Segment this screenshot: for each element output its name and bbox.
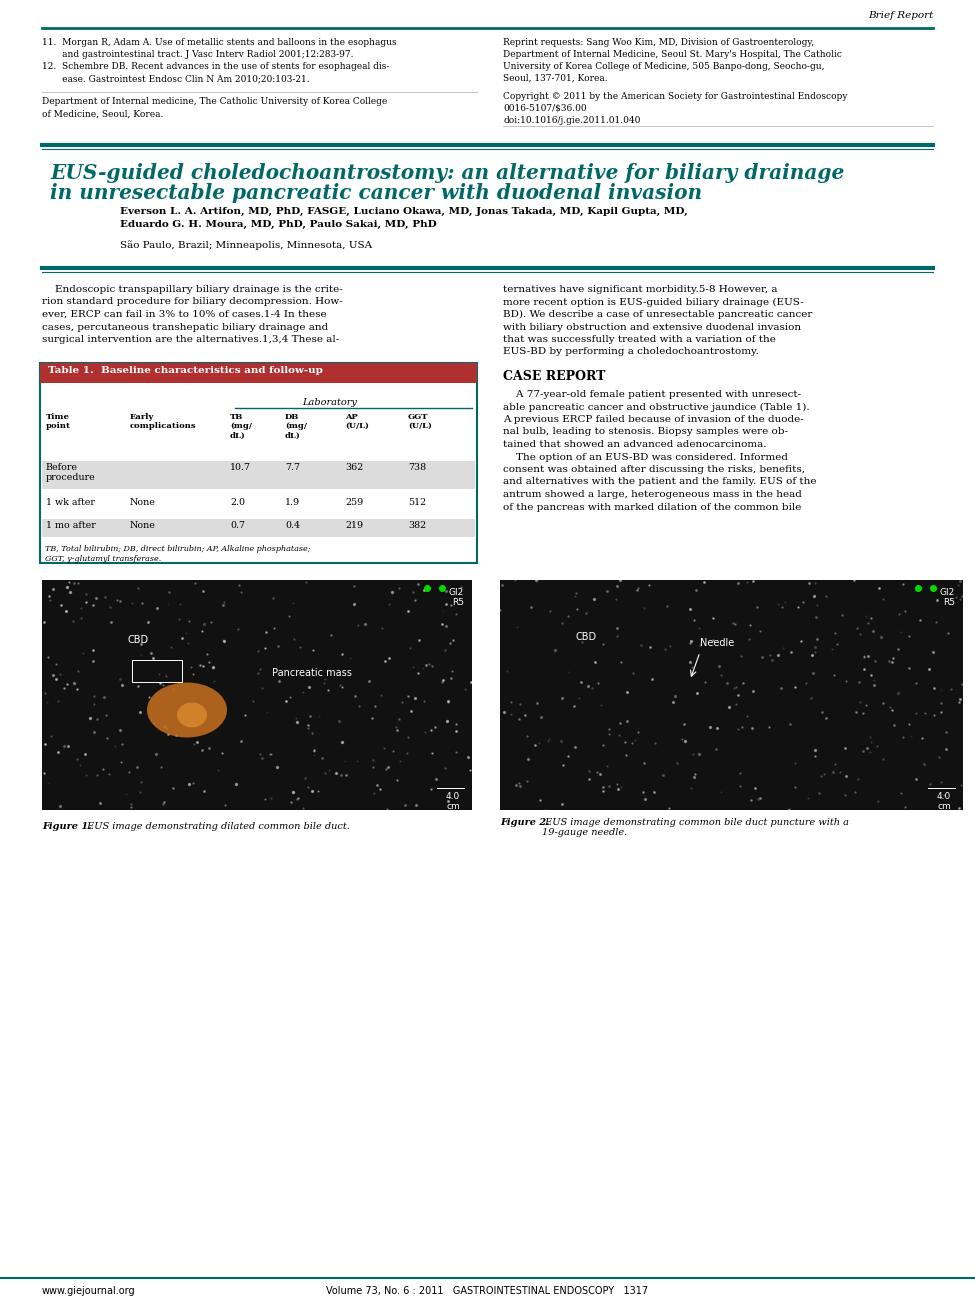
Text: CBD: CBD bbox=[575, 632, 596, 642]
Text: 10.7: 10.7 bbox=[230, 463, 251, 472]
Text: 0.4: 0.4 bbox=[285, 521, 300, 530]
Text: 0016-5107/$36.00: 0016-5107/$36.00 bbox=[503, 104, 587, 114]
Ellipse shape bbox=[177, 702, 207, 727]
Text: CBD: CBD bbox=[127, 636, 148, 645]
Text: 11.  Morgan R, Adam A. Use of metallic stents and balloons in the esophagus: 11. Morgan R, Adam A. Use of metallic st… bbox=[42, 38, 397, 47]
Text: 1 wk after: 1 wk after bbox=[46, 499, 95, 508]
Text: 219: 219 bbox=[345, 521, 363, 530]
Text: DB
(mg/
dL): DB (mg/ dL) bbox=[285, 412, 307, 440]
Bar bbox=[42, 519, 475, 536]
Text: EUS image demonstrating dilated common bile duct.: EUS image demonstrating dilated common b… bbox=[84, 822, 350, 831]
Text: doi:10.1016/j.gie.2011.01.040: doi:10.1016/j.gie.2011.01.040 bbox=[503, 116, 641, 125]
Bar bbox=[40, 363, 477, 382]
Bar bbox=[500, 579, 963, 810]
Text: www.giejournal.org: www.giejournal.org bbox=[42, 1285, 136, 1296]
Text: CASE REPORT: CASE REPORT bbox=[503, 371, 605, 382]
Text: Figure 2.: Figure 2. bbox=[500, 818, 550, 827]
Text: 4.0: 4.0 bbox=[937, 792, 951, 801]
Bar bbox=[42, 496, 475, 514]
Bar bbox=[40, 363, 477, 562]
Text: 738: 738 bbox=[408, 463, 426, 472]
Text: Before
procedure: Before procedure bbox=[46, 463, 96, 483]
Text: 2.0: 2.0 bbox=[230, 499, 245, 508]
Text: EUS image demonstrating common bile duct puncture with a
19-gauge needle.: EUS image demonstrating common bile duct… bbox=[542, 818, 849, 838]
Text: EUS-guided choledochoantrostomy: an alternative for biliary drainage: EUS-guided choledochoantrostomy: an alte… bbox=[50, 163, 844, 183]
Text: ternatives have significant morbidity.5-8 However, a: ternatives have significant morbidity.5-… bbox=[503, 284, 777, 294]
Text: AP
(U/L): AP (U/L) bbox=[345, 412, 369, 431]
Text: Laboratory: Laboratory bbox=[302, 398, 358, 407]
Text: and alternatives with the patient and the family. EUS of the: and alternatives with the patient and th… bbox=[503, 478, 816, 487]
Text: more recent option is EUS-guided biliary drainage (EUS-: more recent option is EUS-guided biliary… bbox=[503, 298, 803, 307]
Text: GI2: GI2 bbox=[940, 589, 955, 596]
Text: rion standard procedure for biliary decompression. How-: rion standard procedure for biliary deco… bbox=[42, 298, 343, 307]
Text: Endoscopic transpapillary biliary drainage is the crite-: Endoscopic transpapillary biliary draina… bbox=[42, 284, 343, 294]
Text: that was successfully treated with a variation of the: that was successfully treated with a var… bbox=[503, 335, 776, 345]
Text: GGT, γ-glutamyl transferase.: GGT, γ-glutamyl transferase. bbox=[45, 555, 161, 562]
Text: Figure 1.: Figure 1. bbox=[42, 822, 92, 831]
Text: Department of Internal Medicine, Seoul St. Mary's Hospital, The Catholic: Department of Internal Medicine, Seoul S… bbox=[503, 50, 841, 59]
Text: 362: 362 bbox=[345, 463, 364, 472]
Text: Seoul, 137-701, Korea.: Seoul, 137-701, Korea. bbox=[503, 74, 607, 84]
Text: consent was obtained after discussing the risks, benefits,: consent was obtained after discussing th… bbox=[503, 465, 805, 474]
Text: cases, percutaneous transhepatic biliary drainage and: cases, percutaneous transhepatic biliary… bbox=[42, 322, 329, 331]
Bar bbox=[132, 660, 182, 683]
Bar bbox=[42, 461, 475, 489]
Text: A previous ERCP failed because of invasion of the duode-: A previous ERCP failed because of invasi… bbox=[503, 415, 803, 424]
Text: ever, ERCP can fail in 3% to 10% of cases.1-4 In these: ever, ERCP can fail in 3% to 10% of case… bbox=[42, 311, 327, 318]
Text: cm: cm bbox=[447, 803, 460, 810]
Text: None: None bbox=[130, 499, 156, 508]
Text: University of Korea College of Medicine, 505 Banpo-dong, Seocho-gu,: University of Korea College of Medicine,… bbox=[503, 63, 825, 70]
Text: EUS-BD by performing a choledochoantrostomy.: EUS-BD by performing a choledochoantrost… bbox=[503, 347, 759, 356]
Text: and gastrointestinal tract. J Vasc Interv Radiol 2001;12:283-97.: and gastrointestinal tract. J Vasc Inter… bbox=[42, 50, 354, 59]
Text: The option of an EUS-BD was considered. Informed: The option of an EUS-BD was considered. … bbox=[503, 453, 788, 462]
Text: 0.7: 0.7 bbox=[230, 521, 245, 530]
Text: Volume 73, No. 6 : 2011   GASTROINTESTINAL ENDOSCOPY   1317: Volume 73, No. 6 : 2011 GASTROINTESTINAL… bbox=[326, 1285, 648, 1296]
Text: able pancreatic cancer and obstructive jaundice (Table 1).: able pancreatic cancer and obstructive j… bbox=[503, 402, 809, 411]
Text: Pancreatic mass: Pancreatic mass bbox=[272, 668, 352, 679]
Text: Department of Internal medicine, The Catholic University of Korea College
of Med: Department of Internal medicine, The Cat… bbox=[42, 97, 387, 119]
Text: of the pancreas with marked dilation of the common bile: of the pancreas with marked dilation of … bbox=[503, 502, 801, 512]
Text: cm: cm bbox=[937, 803, 951, 810]
Text: 7.7: 7.7 bbox=[285, 463, 300, 472]
Text: Early
complications: Early complications bbox=[130, 412, 197, 431]
Text: in unresectable pancreatic cancer with duodenal invasion: in unresectable pancreatic cancer with d… bbox=[50, 183, 702, 204]
Text: Brief Report: Brief Report bbox=[868, 10, 933, 20]
Text: None: None bbox=[130, 521, 156, 530]
Text: Needle: Needle bbox=[700, 638, 734, 649]
Bar bbox=[42, 579, 472, 810]
Text: Everson L. A. Artifon, MD, PhD, FASGE, Luciano Okawa, MD, Jonas Takada, MD, Kapi: Everson L. A. Artifon, MD, PhD, FASGE, L… bbox=[120, 207, 687, 217]
Text: A 77-year-old female patient presented with unresect-: A 77-year-old female patient presented w… bbox=[503, 390, 801, 399]
Text: BD). We describe a case of unresectable pancreatic cancer: BD). We describe a case of unresectable … bbox=[503, 311, 812, 320]
Text: Reprint requests: Sang Woo Kim, MD, Division of Gastroenterology,: Reprint requests: Sang Woo Kim, MD, Divi… bbox=[503, 38, 814, 47]
Text: São Paulo, Brazil; Minneapolis, Minnesota, USA: São Paulo, Brazil; Minneapolis, Minnesot… bbox=[120, 240, 372, 249]
Text: 4.0: 4.0 bbox=[446, 792, 460, 801]
Text: Time
point: Time point bbox=[46, 412, 71, 431]
Text: R5: R5 bbox=[943, 598, 955, 607]
Text: Eduardo G. H. Moura, MD, PhD, Paulo Sakai, MD, PhD: Eduardo G. H. Moura, MD, PhD, Paulo Saka… bbox=[120, 221, 437, 228]
Text: 1 mo after: 1 mo after bbox=[46, 521, 96, 530]
Text: GI2: GI2 bbox=[448, 589, 464, 596]
Text: tained that showed an advanced adenocarcinoma.: tained that showed an advanced adenocarc… bbox=[503, 440, 766, 449]
Text: 12.  Schembre DB. Recent advances in the use of stents for esophageal dis-: 12. Schembre DB. Recent advances in the … bbox=[42, 63, 389, 70]
Text: 1.9: 1.9 bbox=[285, 499, 300, 508]
Text: with biliary obstruction and extensive duodenal invasion: with biliary obstruction and extensive d… bbox=[503, 322, 801, 331]
Text: R5: R5 bbox=[452, 598, 464, 607]
Text: surgical intervention are the alternatives.1,3,4 These al-: surgical intervention are the alternativ… bbox=[42, 335, 339, 345]
Text: 382: 382 bbox=[408, 521, 426, 530]
Ellipse shape bbox=[147, 683, 227, 737]
Text: ease. Gastrointest Endosc Clin N Am 2010;20:103-21.: ease. Gastrointest Endosc Clin N Am 2010… bbox=[42, 74, 310, 84]
Text: TB
(mg/
dL): TB (mg/ dL) bbox=[230, 412, 252, 440]
Text: GGT
(U/L): GGT (U/L) bbox=[408, 412, 432, 431]
Text: 512: 512 bbox=[408, 499, 426, 508]
Text: Copyright © 2011 by the American Society for Gastrointestinal Endoscopy: Copyright © 2011 by the American Society… bbox=[503, 91, 847, 100]
Text: nal bulb, leading to stenosis. Biopsy samples were ob-: nal bulb, leading to stenosis. Biopsy sa… bbox=[503, 428, 788, 436]
Text: Table 1.  Baseline characteristics and follow-up: Table 1. Baseline characteristics and fo… bbox=[48, 365, 323, 375]
Text: 259: 259 bbox=[345, 499, 364, 508]
Text: antrum showed a large, heterogeneous mass in the head: antrum showed a large, heterogeneous mas… bbox=[503, 489, 801, 499]
Text: TB, Total bilirubin; DB, direct bilirubin; AP, Alkaline phosphatase;: TB, Total bilirubin; DB, direct bilirubi… bbox=[45, 545, 310, 553]
